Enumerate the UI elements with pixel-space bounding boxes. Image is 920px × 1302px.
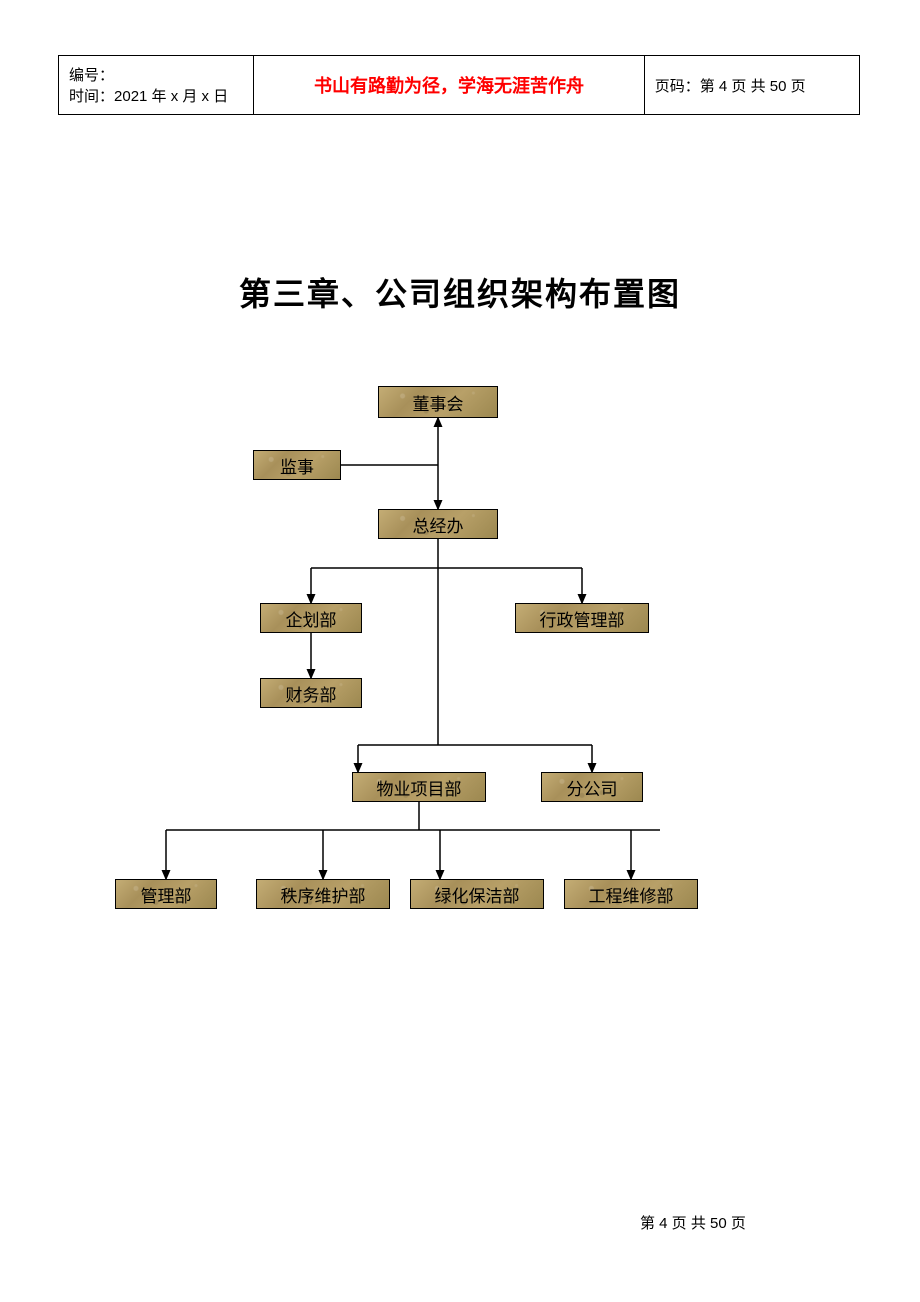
org-node-board: 董事会 xyxy=(378,386,498,418)
org-node-order: 秩序维护部 xyxy=(256,879,390,909)
org-node-plan: 企划部 xyxy=(260,603,362,633)
org-chart-lines xyxy=(0,0,920,1000)
org-node-property: 物业项目部 xyxy=(352,772,486,802)
footer-page: 第 4 页 共 50 页 xyxy=(640,1212,746,1233)
org-node-admin: 行政管理部 xyxy=(515,603,649,633)
org-node-green: 绿化保洁部 xyxy=(410,879,544,909)
org-node-eng: 工程维修部 xyxy=(564,879,698,909)
org-node-finance: 财务部 xyxy=(260,678,362,708)
org-node-supervisor: 监事 xyxy=(253,450,341,480)
org-node-branch: 分公司 xyxy=(541,772,643,802)
org-node-mgmt: 管理部 xyxy=(115,879,217,909)
org-node-gm: 总经办 xyxy=(378,509,498,539)
